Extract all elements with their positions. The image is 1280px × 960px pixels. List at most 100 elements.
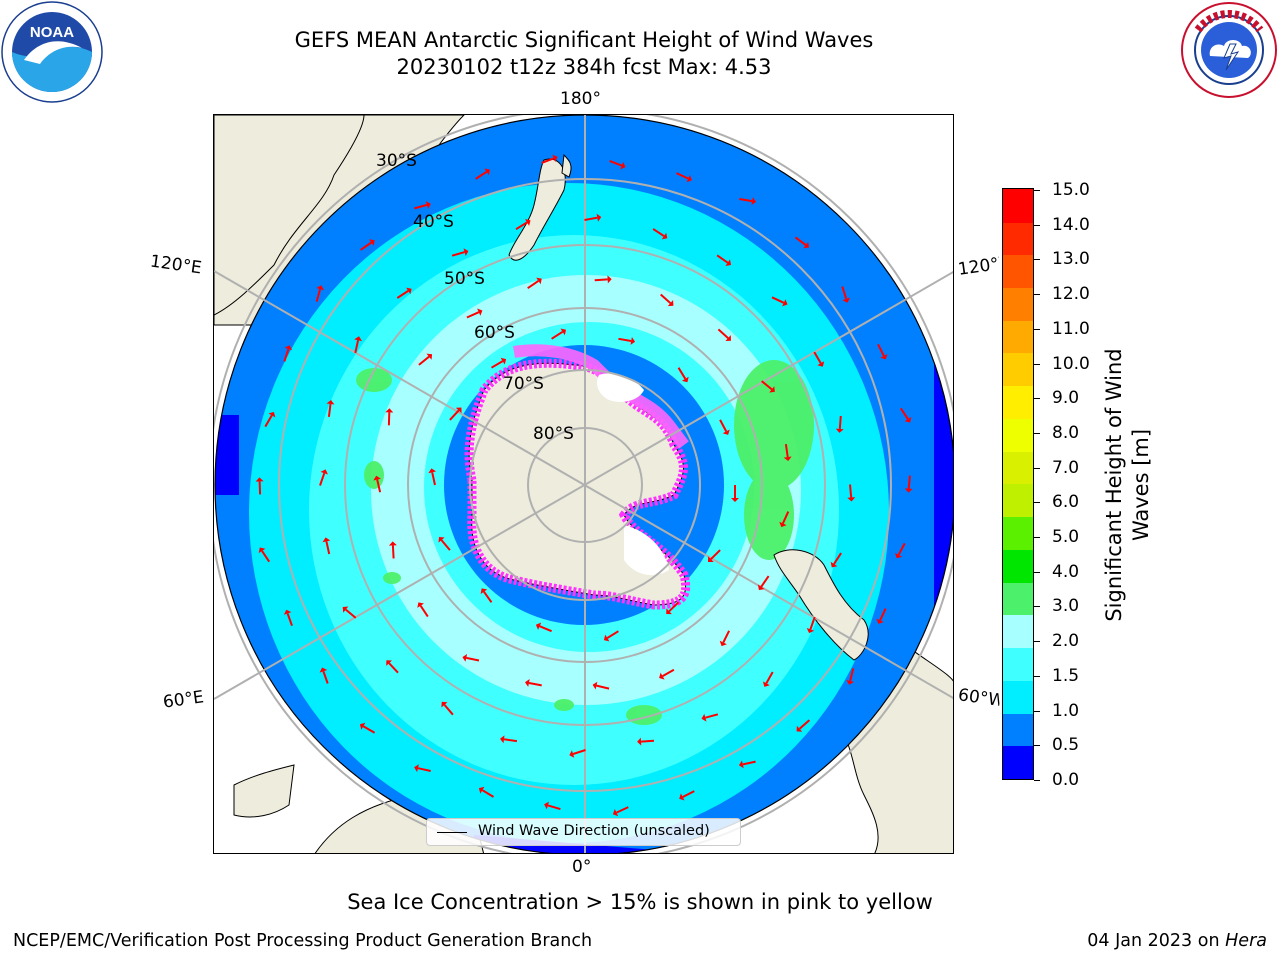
wave-arrow-shaft [325,541,331,555]
wave-arrow-head [477,308,483,316]
wave-arrow-shaft [677,367,687,380]
footer-date-text: 04 Jan 2023 on [1087,931,1220,951]
colorbar-tick-label: 11.0 [1052,318,1090,339]
wave-arrow-shaft [596,684,610,690]
wave-arrow-head [258,547,266,554]
wave-arrow-head [762,681,770,687]
colorbar-bin [1003,385,1033,419]
colorbar-bin [1003,680,1033,714]
lat-label-50s: 50°S [444,269,485,289]
colorbar-tick-label: 14.0 [1052,214,1090,235]
wave-arrow-head [681,376,689,383]
wave-arrow-shaft [765,671,774,684]
colorbar-tick-label: 8.0 [1052,422,1080,443]
wave-arrow-shaft [616,806,629,814]
wave-arrow-head [268,412,276,418]
wave-arrow-head [359,722,366,730]
wave-arrow-head [757,584,765,591]
wave-arrow-shaft [606,630,619,639]
wave-arrow-head [386,660,392,666]
wave-arrow-shaft [849,484,853,498]
wave-arrow-head [751,197,757,205]
wave-arrow-head [417,602,424,608]
colorbar-bin [1003,451,1033,485]
colorbar-tick-label: 15.0 [1052,180,1090,200]
colorbar [1002,188,1034,780]
wave-arrow-shaft [515,221,528,231]
footer-credit: NCEP/EMC/Verification Post Processing Pr… [13,931,593,951]
colorbar-tick-label: 12.0 [1052,284,1090,305]
wave-arrow-head [373,475,381,481]
colorbar-tick [1034,363,1040,365]
lon-label-180: 180° [560,89,601,109]
wave-arrow-shaft [660,293,672,304]
wave-arrow-shaft [897,542,906,556]
wave-arrow-head [779,521,787,528]
wave-arrow-head [425,201,431,209]
wave-arrow-head [283,609,292,615]
wave-arrow-shaft [362,725,376,734]
wave-arrow-head [544,801,549,810]
wave-arrow-head [847,497,856,502]
footer-machine: Hera [1225,931,1267,951]
wave-arrow-shaft [417,767,431,772]
wave-arrow-head [630,337,636,345]
wave-arrow-head [438,537,445,543]
wave-arrow-head [603,634,610,642]
lat-label-60s: 60°S [474,323,515,343]
lon-label-60w: 60°W [956,685,1002,711]
wave-arrow-shaft [594,278,608,282]
wave-arrow-shaft [449,409,460,421]
wave-arrow-head [880,354,888,360]
colorbar-bin [1003,516,1033,550]
colorbar-bin [1003,582,1033,616]
wave-arrow-shaft [475,170,488,180]
colorbar-tick [1034,467,1040,469]
wave-arrow-shaft [419,605,429,618]
wave-arrow-shaft [676,172,689,180]
colorbar-tick-label: 4.0 [1052,561,1080,582]
colorbar-bin [1003,189,1033,223]
colorbar-tick-label: 13.0 [1052,249,1090,270]
wave-arrow-shaft [396,290,409,299]
wave-arrow-shaft [466,311,480,319]
wave-arrow-head [719,640,727,647]
wave-arrow-head [803,241,809,249]
wave-arrow-head [637,737,642,746]
lon-label-120e: 120°E [148,251,203,279]
wave-arrow-shaft [376,479,382,493]
wave-arrow-shaft [584,216,598,221]
colorbar-bin [1003,320,1033,354]
wave-arrow-head [620,161,626,170]
wave-arrow-head [480,588,488,594]
wave-arrow-shaft [431,472,436,486]
legend-line-sample [437,832,467,833]
wave-arrow-shaft [742,760,756,766]
wave-arrow-shaft [481,789,495,798]
colorbar-tick [1034,398,1040,400]
lon-label-0: 0° [572,857,592,877]
colorbar-tick-label: 3.0 [1052,596,1080,617]
wave-arrow-shaft [717,328,729,339]
wave-arrow-shaft [572,749,586,755]
colorbar-tick [1034,780,1040,781]
wave-arrow-head [592,681,598,690]
nws-logo [1178,0,1280,100]
wave-arrow-head [612,809,619,817]
colorbar-tick-label: 2.0 [1052,631,1080,652]
colorbar-tick [1034,537,1040,539]
colorbar-bin [1003,745,1033,779]
wave-arrow-head [842,297,851,303]
polar-map [213,114,954,854]
wave-arrow-shaft [360,241,372,251]
colorbar-tick [1034,641,1040,643]
wave-arrow-shaft [345,608,357,619]
wave-arrow-head [560,328,566,336]
wave-arrow-head [679,793,685,801]
wave-arrow-shaft [264,414,273,428]
wave-arrow-shaft [794,236,807,246]
wave-arrow-head [536,277,542,285]
wave-arrow-head [607,275,612,284]
colorbar-tick-label: 5.0 [1052,527,1080,548]
wave-arrow-shaft [838,415,842,429]
